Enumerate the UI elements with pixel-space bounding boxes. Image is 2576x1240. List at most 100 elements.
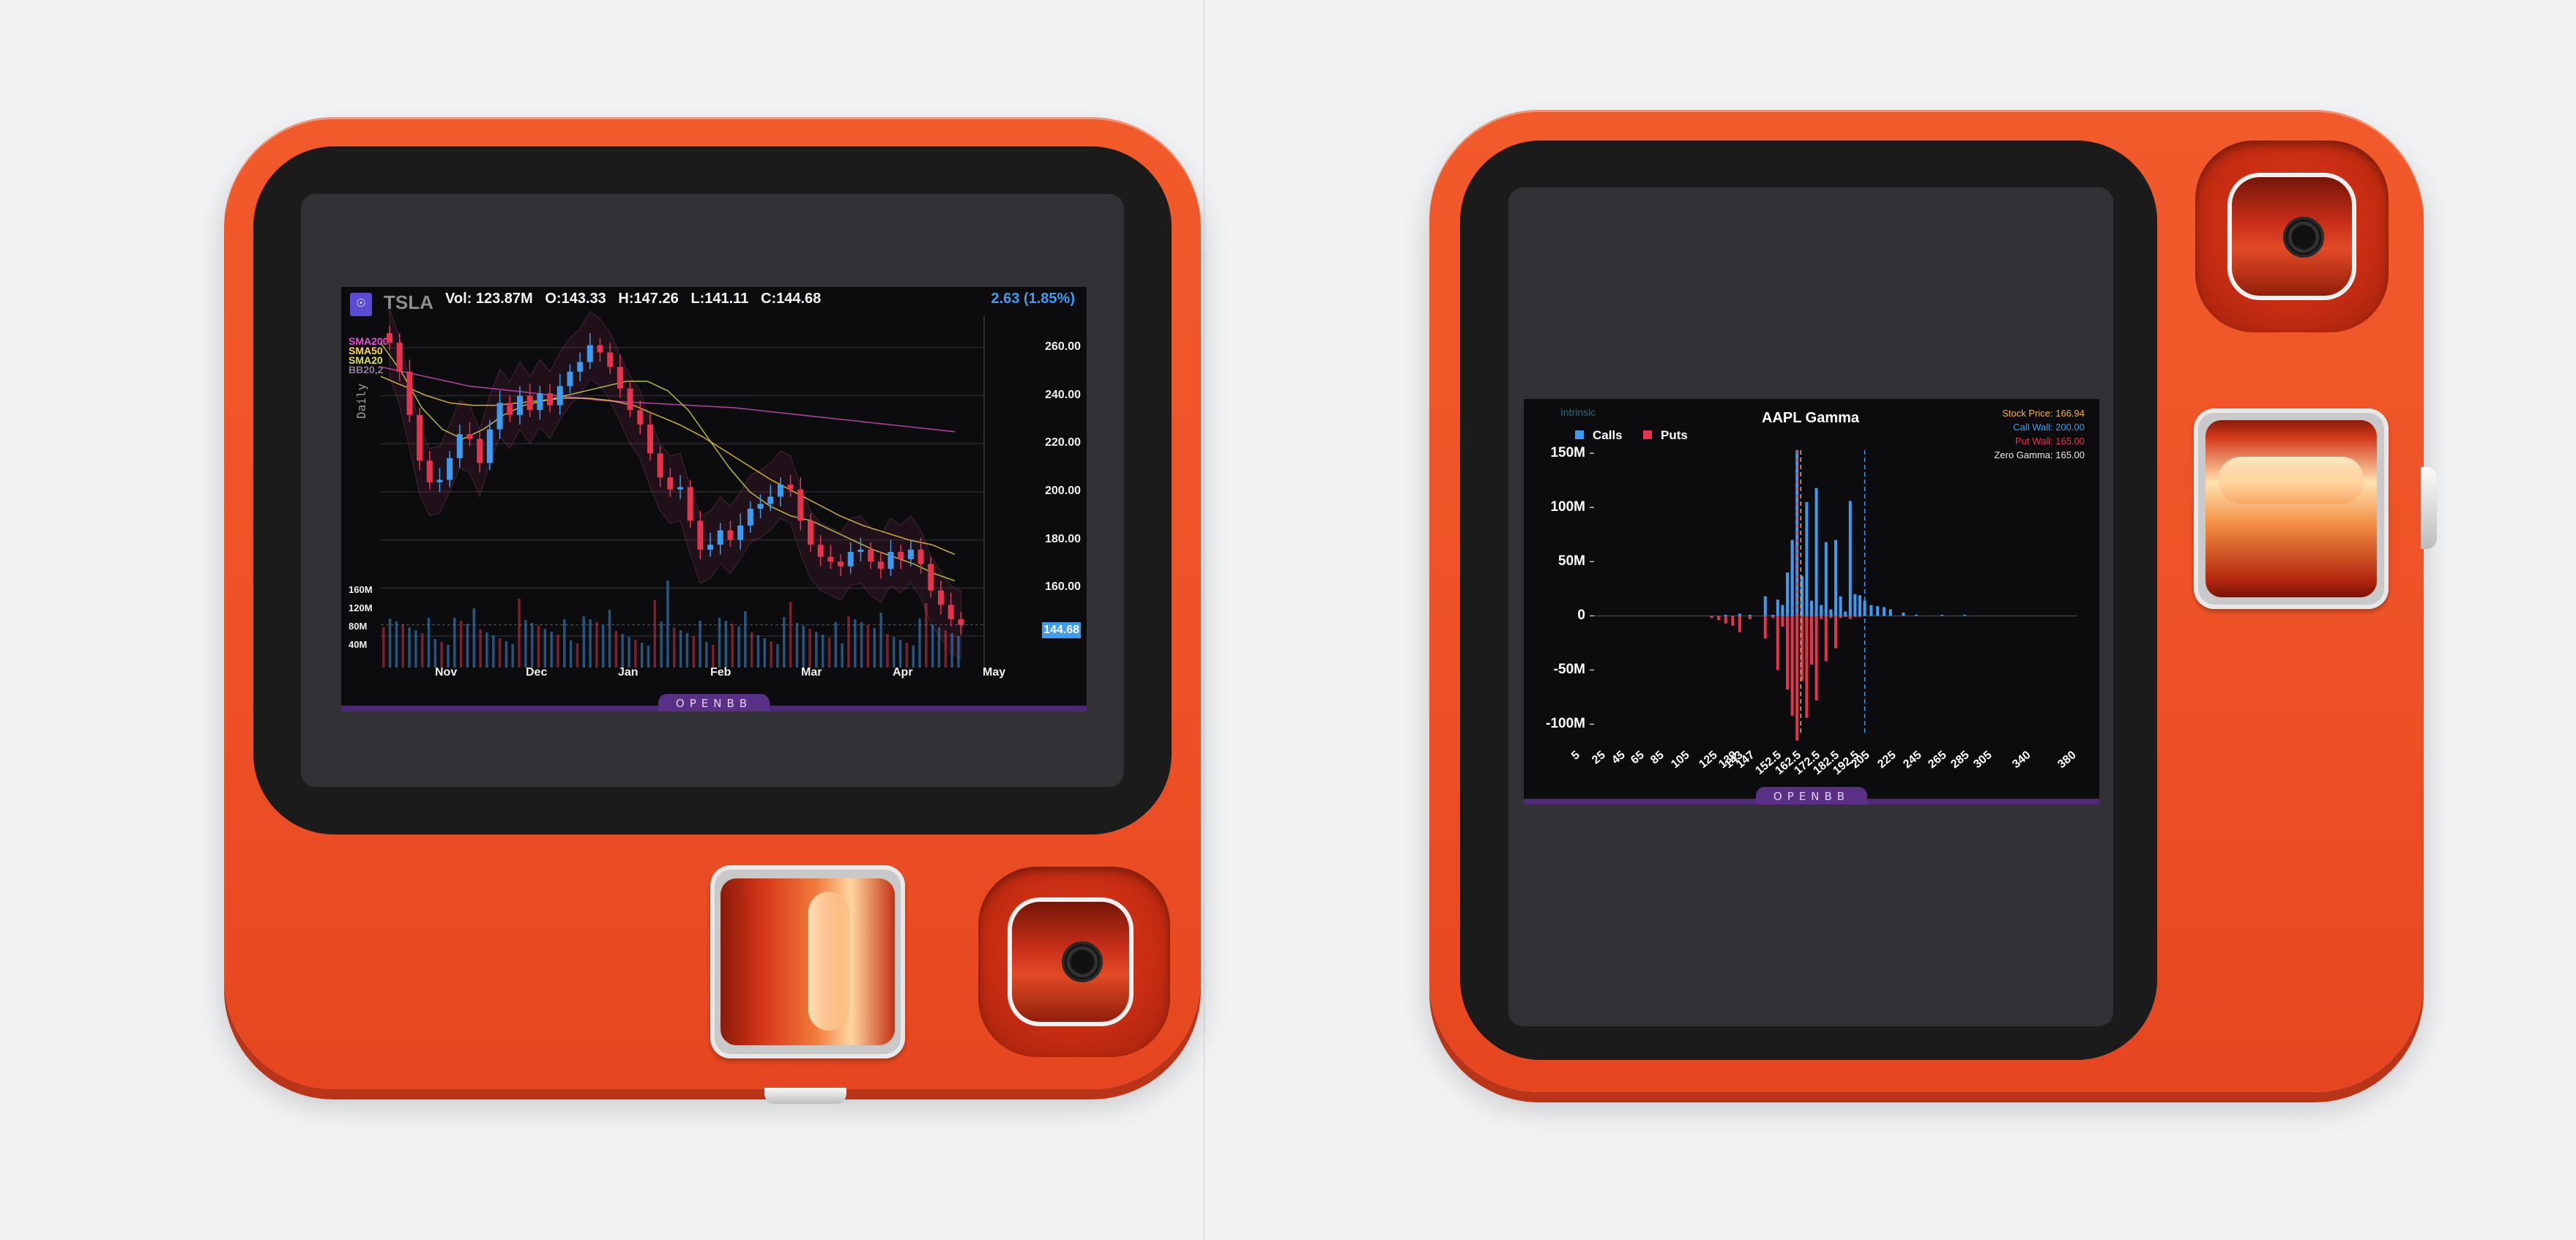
puts-bar [1834,616,1837,649]
volume-bar [944,630,948,668]
volume-bar [879,613,882,668]
volume-bar [918,619,921,668]
calls-bar [1915,614,1918,616]
candle-body [697,520,704,550]
calls-swatch-icon [1575,430,1584,439]
candle-body [526,395,533,411]
volume-bar [847,616,850,668]
legend-calls[interactable]: Calls [1575,428,1623,443]
month-tick: Dec [526,666,548,679]
volume-bar [388,619,392,668]
puts-bar [1800,616,1803,681]
scroll-wheel-roller[interactable] [721,878,895,1045]
intrinsic-label: Intrinsic [1560,406,1596,418]
candle-body [417,414,423,461]
candle-body [496,403,503,430]
candle-body [747,508,753,526]
calls-bar [1776,600,1779,616]
info-line-3: Zero Gamma: 165.00 [1994,449,2085,460]
info-line-1: Call Wall: 200.00 [2013,422,2085,433]
volume-bar [699,621,701,668]
candle-body [727,530,734,540]
open-value: O:143.33 [545,291,606,307]
volume-bar [873,628,876,668]
candle-body [757,504,764,509]
volume-bar [770,641,773,668]
price-tick: 200.00 [1045,484,1081,497]
candle-body [817,545,824,557]
ohlc-readout: Vol: 123.87M O:143.33 H:147.26 L:141.11 … [445,291,821,307]
calls-bar [1790,539,1794,616]
volume-bar [660,621,663,668]
candle-body [587,345,593,362]
camera-lens-icon [2283,217,2324,258]
month-tick: Jan [618,666,639,679]
legend-sma20: SMA20 [349,354,383,366]
volume-bar [653,600,657,668]
volume-bar [815,632,818,668]
calls-bar [1724,614,1727,616]
volume-bar [420,633,424,668]
candle-body [717,530,723,545]
calls-bar [1839,596,1842,616]
right-scroll-wheel[interactable] [2194,408,2389,609]
volume-bar [673,627,676,668]
gamma-bar-chart[interactable] [1524,399,2099,804]
calls-bar [1902,612,1905,616]
candle-body [907,549,914,559]
candle-body [577,362,584,372]
volume-bar [905,643,909,668]
tsla-header: ☉ TSLA Vol: 123.87M O:143.33 H:147.26 L:… [341,287,1087,318]
candle-body [627,388,633,411]
legend-puts[interactable]: Puts [1643,428,1688,443]
volume-bar [802,626,805,668]
volume-bar [841,643,844,668]
volume-bar [491,635,495,668]
rotating-camera[interactable] [2227,173,2356,300]
price-tick: 240.00 [1045,388,1081,401]
candle-body [637,410,644,425]
candle-body [436,479,443,482]
candle-body [477,438,483,463]
candle-body [847,552,854,567]
calls-bar [1781,605,1784,616]
candle-body [647,424,653,454]
candle-body [537,393,543,411]
volume-bar [912,646,915,668]
puts-bar [1824,616,1828,662]
volume-bar [440,642,443,668]
volume-bar [718,618,721,668]
push-to-talk-button[interactable] [764,1088,846,1104]
volume-bar [621,634,624,668]
price-tick: 160.00 [1045,580,1081,594]
volume-bar [685,633,689,668]
volume-bar [576,643,579,668]
calls-bar [1738,613,1741,616]
candle-body [516,395,523,415]
volume-bar [614,631,618,668]
puts-bar [1781,616,1784,627]
puts-bar [1771,616,1775,619]
volume-bar [427,618,431,668]
candle-body [597,345,603,353]
candle-body [507,403,513,415]
volume-tick: 120M [349,602,373,613]
candlestick-chart[interactable] [341,287,1087,711]
volume-bar [711,645,715,668]
volume-bar [666,580,669,668]
volume-bar [692,636,695,668]
gamma-y-tick: 100M [1550,499,1585,515]
candle-body [387,333,392,343]
rotating-camera[interactable] [1008,897,1133,1026]
candle-body [877,561,884,569]
calls-bar [1940,614,1944,616]
puts-bar [1810,616,1813,665]
candle-body [767,496,774,504]
left-scroll-wheel[interactable] [710,865,905,1058]
candle-body [657,453,663,478]
scroll-wheel-roller[interactable] [2205,420,2377,597]
volume-bar [892,637,896,668]
push-to-talk-button[interactable] [2421,467,2437,549]
candle-body [777,485,783,497]
calls-bar [1834,539,1837,616]
